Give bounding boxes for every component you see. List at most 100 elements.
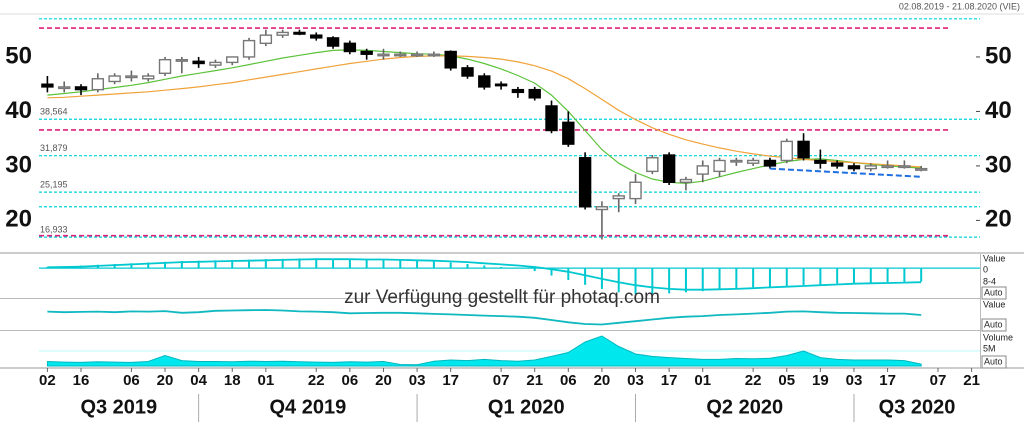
candle-body [528,88,541,99]
candle-body [360,50,373,55]
x-tick-label: 03 [846,372,863,389]
x-tick-label: 01 [694,372,711,389]
indicator-line [47,258,922,291]
button-box [981,355,1007,369]
x-tick-label: 06 [342,372,359,389]
panel-label: Volume [983,332,1013,342]
candle-body [276,31,289,36]
level-label: 38,564 [40,107,68,117]
candle-body [914,167,928,171]
x-tick-label: 19 [812,372,829,389]
y-tick-label: 20 [5,206,32,233]
candle-body [175,58,189,62]
x-tick-label: 20 [375,372,392,389]
x-tick-label: 06 [123,372,140,389]
candle-body [209,61,222,66]
x-tick-label: 17 [879,372,896,389]
plot: 38,564 31,879 25,195 16,933 20 20 30 30 40 40 50 50… [5,18,1013,422]
candle-body [612,195,625,200]
x-tick-label: 07 [930,372,947,389]
panel-label: Value [983,299,1005,309]
y-tick-label: 40 [5,97,32,124]
x-tick-label: 22 [308,372,325,389]
x-tick-label: 17 [661,372,678,389]
trend-line [769,167,922,178]
candle-body [679,178,693,183]
x-tick-label: 16 [73,372,90,389]
candle-body [814,159,827,164]
x-tick-label: 20 [157,372,174,389]
x-tick-label: 21 [526,372,543,389]
panel-tick-label: 0 [983,264,988,274]
y-tick-label: 50 [5,42,32,69]
candle-body [310,34,323,39]
candle-body [595,206,609,211]
candle-body [242,39,256,58]
auto-button[interactable]: Auto [981,355,1007,369]
watermark: zur Verfügung gestellt für photaq.com [344,287,660,308]
x-tick-label: 02 [39,372,56,389]
candle-body [713,159,726,173]
button-box [981,286,1007,300]
candle-body [763,159,777,167]
candle-body [410,53,424,57]
candle-body [881,165,894,169]
quarter-label: Q3 2020 [879,396,956,418]
candle-body [830,162,844,167]
x-tick-label: 03 [409,372,426,389]
candle-body [797,140,810,159]
x-tick-label: 20 [594,372,611,389]
candle-body [864,165,877,170]
button-label: Auto [984,319,1003,329]
moving-average [47,55,922,168]
auto-button[interactable]: Auto [981,286,1007,300]
x-tick-label: 03 [627,372,644,389]
candle-body [444,50,457,69]
candle-body [259,34,273,45]
button-label: Auto [984,356,1003,366]
candle-body [41,83,54,88]
candle-body [394,53,407,57]
candle-body [91,78,105,91]
y-tick-label-right: 20 [985,206,1012,233]
candle-body [629,181,642,200]
candle-body [226,56,239,64]
candle-body [494,83,508,87]
button-label: Auto [984,287,1003,297]
date-range: 02.08.2019 - 21.08.2020 (VIE) [899,1,1020,11]
candle-body [746,159,760,164]
volume-area [46,335,922,367]
candle-body [578,157,592,208]
candle-body [343,42,357,53]
candle-body [730,159,743,163]
panel-label: Value [983,253,1005,263]
x-tick-label: 04 [190,372,207,389]
auto-button[interactable]: Auto [981,318,1007,332]
indicator-line [47,309,922,326]
quarter-label: Q3 2019 [80,396,157,418]
x-tick-label: 01 [258,372,275,389]
candle-body [545,105,558,132]
quarter-label: Q2 2020 [706,396,783,418]
candle-body [125,75,138,79]
x-tick-label: 06 [560,372,577,389]
candle-body [377,53,390,57]
candle-body [427,53,441,57]
x-tick-label: 07 [493,372,510,389]
panel-note: 8-4 [983,276,996,286]
x-tick-label: 05 [778,372,795,389]
candle-body [142,75,155,80]
button-box [981,318,1007,332]
y-tick-label-right: 50 [985,42,1012,69]
candle-body [192,60,205,65]
candle-body [108,75,121,83]
candle-body [780,140,793,162]
moving-average [47,49,922,185]
y-tick-label: 30 [5,151,32,178]
x-tick-label: 18 [224,372,241,389]
candle-body [898,165,911,169]
y-tick-label-right: 30 [985,151,1012,178]
candle-body [662,154,676,183]
candle-body [511,88,525,94]
